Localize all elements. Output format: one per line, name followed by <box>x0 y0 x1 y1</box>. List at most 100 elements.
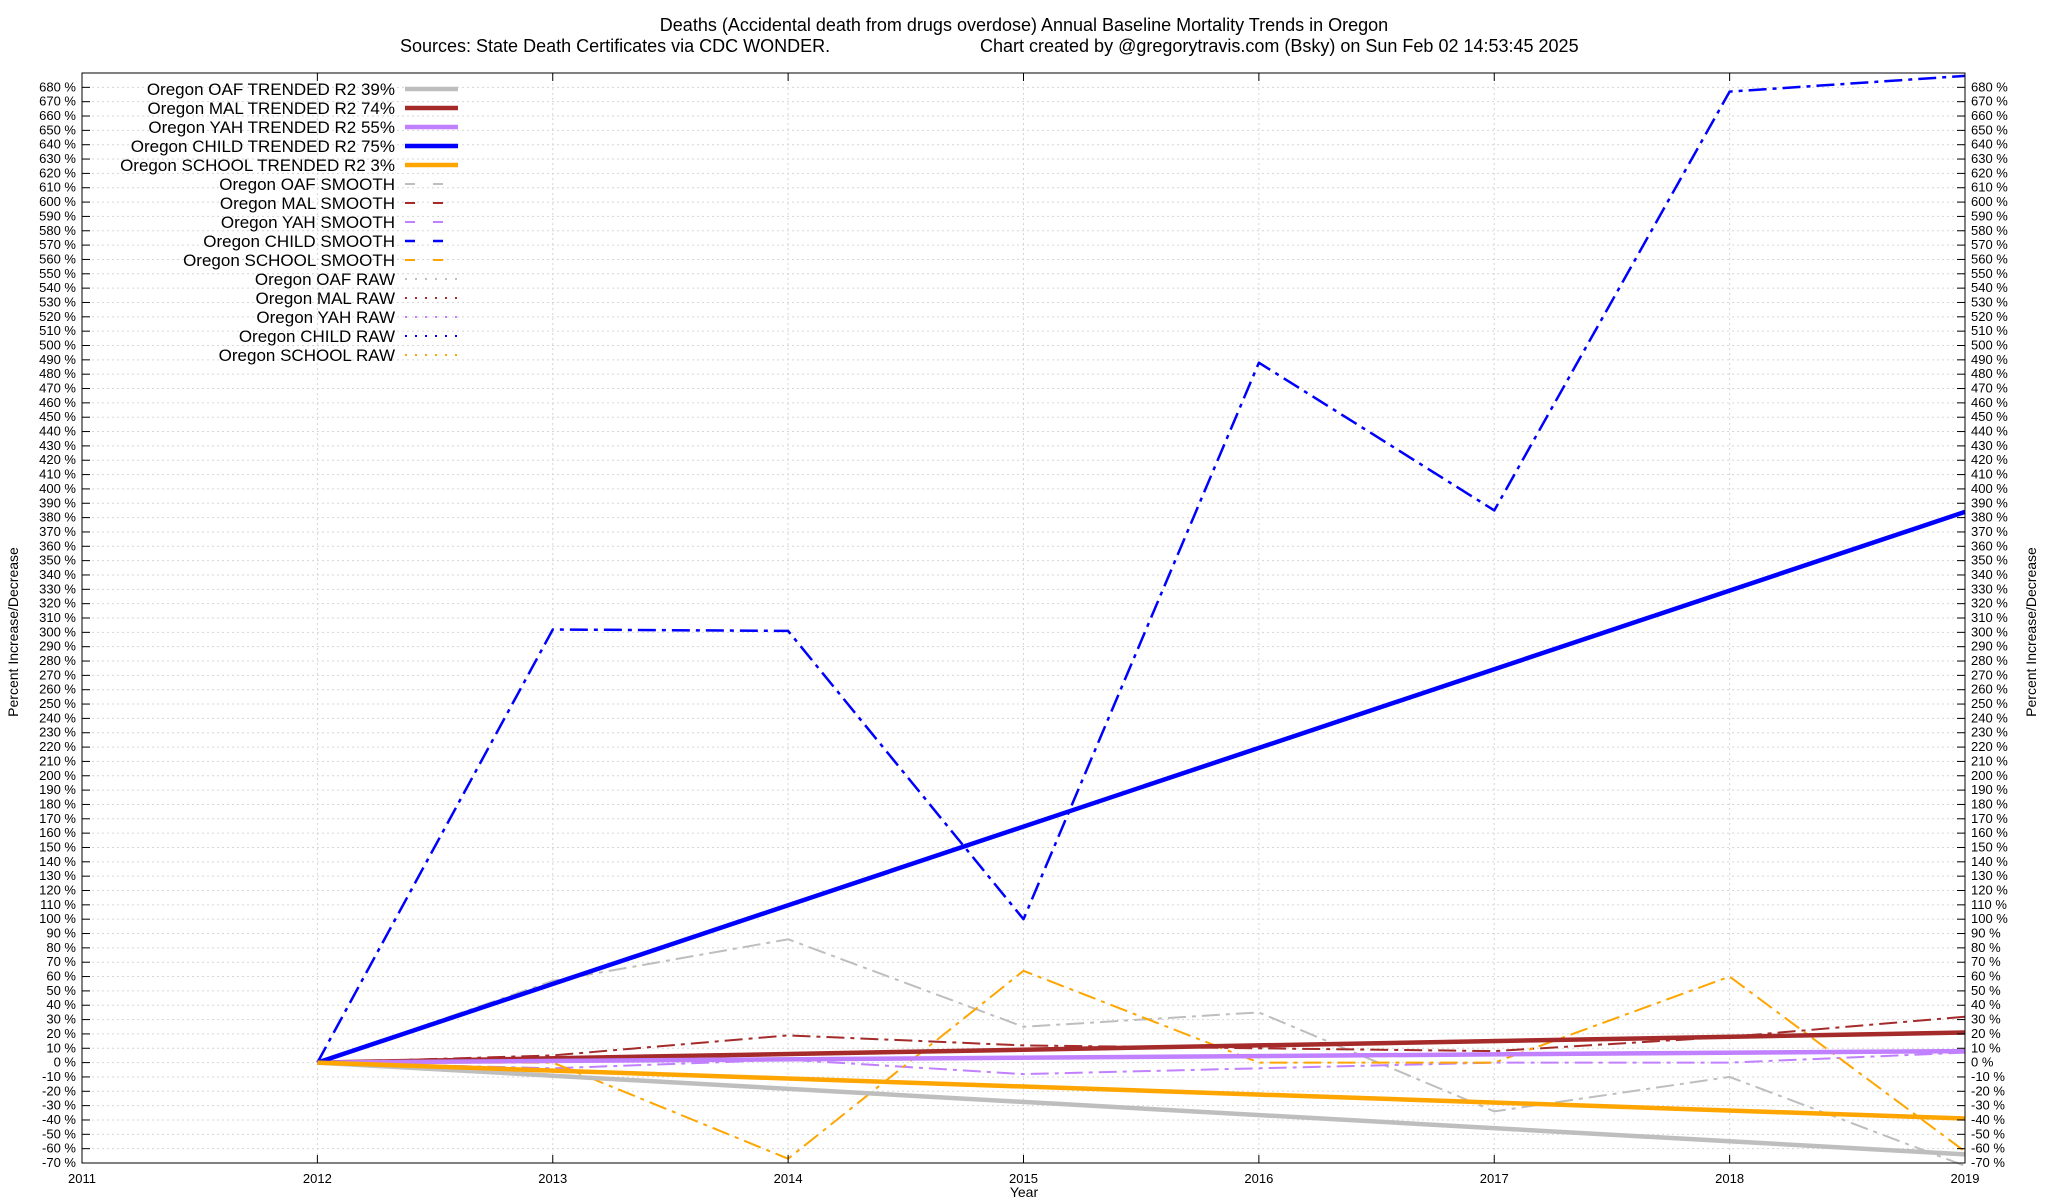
y-tick-label-left: 320 % <box>39 596 76 611</box>
y-tick-label-left: 460 % <box>39 395 76 410</box>
y-tick-label-right: 550 % <box>1971 266 2008 281</box>
series-line <box>317 1051 1966 1076</box>
y-tick-label-left: 520 % <box>39 309 76 324</box>
y-tick-label-right: 220 % <box>1971 739 2008 754</box>
y-tick-label-left: 190 % <box>39 782 76 797</box>
x-tick-label: 2018 <box>1715 1171 1744 1186</box>
y-tick-label-left: 300 % <box>39 624 76 639</box>
y-tick-label-right: 40 % <box>1971 997 2001 1012</box>
y-tick-label-left: 60 % <box>46 969 76 984</box>
y-tick-label-right: 490 % <box>1971 352 2008 367</box>
y-tick-label-right: 0 % <box>1971 1055 1994 1070</box>
y-tick-label-right: 480 % <box>1971 366 2008 381</box>
y-tick-label-left: 140 % <box>39 854 76 869</box>
y-tick-label-left: 580 % <box>39 223 76 238</box>
y-tick-label-left: 260 % <box>39 682 76 697</box>
legend: Oregon OAF TRENDED R2 39%Oregon MAL TREN… <box>120 80 458 365</box>
y-tick-label-right: 180 % <box>1971 796 2008 811</box>
legend-label: Oregon OAF RAW <box>255 270 395 289</box>
y-tick-label-right: 80 % <box>1971 940 2001 955</box>
y-tick-label-right: 270 % <box>1971 667 2008 682</box>
series-line <box>317 938 1966 1167</box>
y-tick-label-right: 620 % <box>1971 165 2008 180</box>
x-tick-label: 2019 <box>1951 1171 1980 1186</box>
y-tick-label-right: 660 % <box>1971 108 2008 123</box>
x-tick-label: 2013 <box>538 1171 567 1186</box>
y-tick-label-left: 660 % <box>39 108 76 123</box>
axis-layer: -70 % -70 %-60 % -60 %-50 % -50 %-40 % -40 %… <box>39 72 2008 1186</box>
y-tick-label-right: 200 % <box>1971 768 2008 783</box>
legend-label: Oregon SCHOOL TRENDED R2 3% <box>120 156 395 175</box>
y-tick-label-left: 680 % <box>39 79 76 94</box>
y-tick-label-right: 500 % <box>1971 338 2008 353</box>
y-tick-label-left: 440 % <box>39 424 76 439</box>
y-tick-label-left: 120 % <box>39 883 76 898</box>
y-tick-label-right: 560 % <box>1971 251 2008 266</box>
y-tick-label-left: 150 % <box>39 839 76 854</box>
y-tick-label-right: 170 % <box>1971 811 2008 826</box>
y-tick-label-right: -70 % <box>1971 1155 2005 1170</box>
y-tick-label-left: 610 % <box>39 180 76 195</box>
y-axis-label-left: Percent Increase/Decrease <box>5 547 21 717</box>
y-tick-label-right: 260 % <box>1971 682 2008 697</box>
y-tick-label-right: 350 % <box>1971 553 2008 568</box>
y-tick-label-right: 160 % <box>1971 825 2008 840</box>
y-tick-label-left: 130 % <box>39 868 76 883</box>
y-tick-label-left: -30 % <box>42 1098 76 1113</box>
x-tick-label: 2016 <box>1244 1171 1273 1186</box>
y-tick-label-right: 410 % <box>1971 467 2008 482</box>
y-axis-label-right: Percent Increase/Decrease <box>2023 547 2039 717</box>
legend-label: Oregon MAL RAW <box>255 289 395 308</box>
y-tick-label-right: 30 % <box>1971 1012 2001 1027</box>
y-tick-label-right: 330 % <box>1971 581 2008 596</box>
y-tick-label-left: 490 % <box>39 352 76 367</box>
y-tick-label-right: 670 % <box>1971 94 2008 109</box>
x-tick-label: 2017 <box>1480 1171 1509 1186</box>
y-tick-label-right: -40 % <box>1971 1112 2005 1127</box>
y-tick-label-right: -50 % <box>1971 1126 2005 1141</box>
y-tick-label-right: 650 % <box>1971 122 2008 137</box>
grid-layer <box>81 73 1966 1164</box>
y-tick-label-left: 80 % <box>46 940 76 955</box>
y-tick-label-left: 220 % <box>39 739 76 754</box>
series-line <box>316 74 1966 1064</box>
y-tick-label-left: 510 % <box>39 323 76 338</box>
y-tick-label-left: 360 % <box>39 538 76 553</box>
y-tick-label-right: 250 % <box>1971 696 2008 711</box>
y-tick-label-left: -10 % <box>42 1069 76 1084</box>
y-tick-label-right: 590 % <box>1971 208 2008 223</box>
y-tick-label-left: 170 % <box>39 811 76 826</box>
y-tick-label-right: 370 % <box>1971 524 2008 539</box>
y-tick-label-right: 630 % <box>1971 151 2008 166</box>
y-tick-label-left: 530 % <box>39 294 76 309</box>
y-tick-label-left: 280 % <box>39 653 76 668</box>
chart-title: Deaths (Accidental death from drugs over… <box>660 15 1388 35</box>
y-tick-label-right: 50 % <box>1971 983 2001 998</box>
y-tick-label-left: 30 % <box>46 1012 76 1027</box>
y-tick-label-left: 590 % <box>39 208 76 223</box>
y-tick-label-left: 430 % <box>39 438 76 453</box>
y-tick-label-left: 310 % <box>39 610 76 625</box>
y-tick-label-left: 550 % <box>39 266 76 281</box>
y-tick-label-left: 640 % <box>39 137 76 152</box>
y-tick-label-right: 150 % <box>1971 839 2008 854</box>
y-tick-label-right: -30 % <box>1971 1098 2005 1113</box>
y-tick-label-left: 330 % <box>39 581 76 596</box>
y-tick-label-left: 390 % <box>39 495 76 510</box>
y-tick-label-right: 310 % <box>1971 610 2008 625</box>
y-tick-label-right: 540 % <box>1971 280 2008 295</box>
y-tick-label-right: 300 % <box>1971 624 2008 639</box>
y-tick-label-right: 320 % <box>1971 596 2008 611</box>
series-line <box>317 1060 1966 1157</box>
y-tick-label-right: -20 % <box>1971 1083 2005 1098</box>
y-tick-label-left: 450 % <box>39 409 76 424</box>
legend-label: Oregon MAL SMOOTH <box>220 194 395 213</box>
y-tick-label-left: 10 % <box>46 1040 76 1055</box>
y-tick-label-right: 360 % <box>1971 538 2008 553</box>
y-tick-label-left: 110 % <box>40 897 76 912</box>
series-line <box>316 509 1966 1065</box>
y-tick-label-right: 520 % <box>1971 309 2008 324</box>
y-tick-label-left: 200 % <box>39 768 76 783</box>
